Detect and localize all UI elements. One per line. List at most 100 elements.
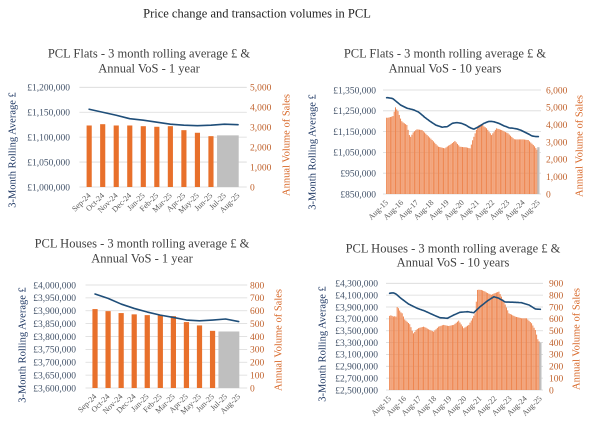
volume-bar [501,130,503,194]
volume-bar [517,317,519,390]
volume-bar [496,128,498,194]
volume-bar [144,315,150,388]
volume-bar [536,334,538,390]
volume-bar [436,145,438,194]
y-left-tick-labels: £850,000 £950,000 £1,050,000 £1,150,000 £1,2… [333,86,376,200]
volume-bar [407,129,409,194]
y-left-tick-label: £3,900,000 [33,307,76,317]
y-right-tick-labels: 0 1,000 2,000 3,000 4,000 5,000 [250,84,272,194]
volume-bar [489,294,491,390]
volume-bar [387,117,389,194]
volume-bar [483,126,485,194]
volume-bar [533,327,535,390]
volume-bar [474,313,476,390]
volume-bar [522,139,524,194]
volume-bar [412,132,414,194]
y-right-tick-label: 0 [250,183,255,193]
y-right-tick-label: 600 [549,315,564,325]
volume-bar [208,136,214,187]
volume-bar [484,291,486,390]
y-left-tick-label: £1,250,000 [333,107,376,117]
volume-bar [405,320,407,390]
volume-bar [394,316,396,390]
volume-bars [92,309,216,388]
y-right-tick-label: 5,000 [250,84,272,94]
y-right-tick-label: 4,000 [250,104,272,114]
volume-bar [459,322,461,390]
volume-bar [113,125,119,187]
volume-bar [463,147,465,194]
volume-bar [461,147,464,194]
volume-bar [465,326,467,390]
volume-bar [388,117,390,194]
volume-bar [394,107,396,194]
volume-bar [441,147,443,194]
volume-bar [402,122,404,194]
volume-bar [444,148,446,194]
volume-bar [391,315,393,390]
y-left-tick-label: £3,650,000 [33,371,76,381]
y-left-tick-label: £3,700,000 [335,315,378,325]
volume-bar [531,143,533,194]
volume-bar [524,318,526,390]
volume-bar [194,132,201,187]
chart-title-line-2: Annual VoS - 1 year [91,252,193,266]
y-left-tick-label: £1,200,000 [27,84,70,94]
y-left-tick-label: £1,050,000 [333,149,376,159]
volume-bar [140,126,146,187]
volume-bar [475,301,477,390]
y-left-tick-label: £1,050,000 [27,158,70,168]
y-right-tick-label: 4,000 [546,121,568,131]
volume-bar [429,329,431,390]
volume-bar [398,114,400,194]
y-left-tick-label: £3,750,000 [33,346,76,356]
price-line [88,108,239,127]
volume-bar [445,325,447,390]
volume-bar [527,319,529,390]
volume-bar [472,140,474,194]
chart-title-line-1: PCL Flats - 3 month rolling average £ & [48,47,251,61]
chart-flats-1-year: PCL Flats - 3 month rolling average £ & … [8,47,293,216]
volume-bar [487,293,489,390]
latest-volume-bar [218,331,240,388]
y-left-axis-title: 3-Month Rolling Average £ [8,92,19,208]
y-right-tick-label: 0 [549,386,554,396]
volume-bar [426,135,428,194]
volume-bar [454,323,456,390]
volume-bar [507,310,509,390]
latest-volume-bar [217,135,239,187]
volume-bar [495,292,497,390]
volume-bar [416,129,418,194]
volume-bar [392,316,394,390]
volume-bar [455,322,457,390]
volume-bar [483,291,485,390]
y-right-tick-label: 600 [250,307,265,317]
volume-bar [470,144,472,194]
volume-bar [491,135,493,194]
volume-bar [486,128,488,194]
volume-bar [523,139,525,194]
volume-bar [493,293,495,390]
volume-bar [475,129,477,194]
volume-bar [529,141,531,194]
volume-bar [498,291,500,390]
volume-bar [411,330,413,390]
volume-bar [105,311,111,388]
y-right-tick-label: 700 [250,294,265,304]
volume-bar [523,318,525,390]
volume-bar [472,318,474,390]
volume-bar [513,139,515,194]
volume-bar [181,130,187,187]
y-left-tick-label: £3,100,000 [335,351,378,361]
volume-bar [392,116,394,194]
volume-bar [437,146,439,194]
y-left-tick-label: £3,300,000 [335,339,378,349]
volume-bar [86,125,92,187]
volume-bar [401,121,403,194]
y-right-axis-title: Annual Volume of Sales [282,94,293,196]
volume-bar [498,129,500,194]
volume-bar [489,133,491,194]
volume-bar [386,117,388,194]
y-right-tick-label: 3,000 [250,123,272,133]
volume-bar [530,142,532,194]
